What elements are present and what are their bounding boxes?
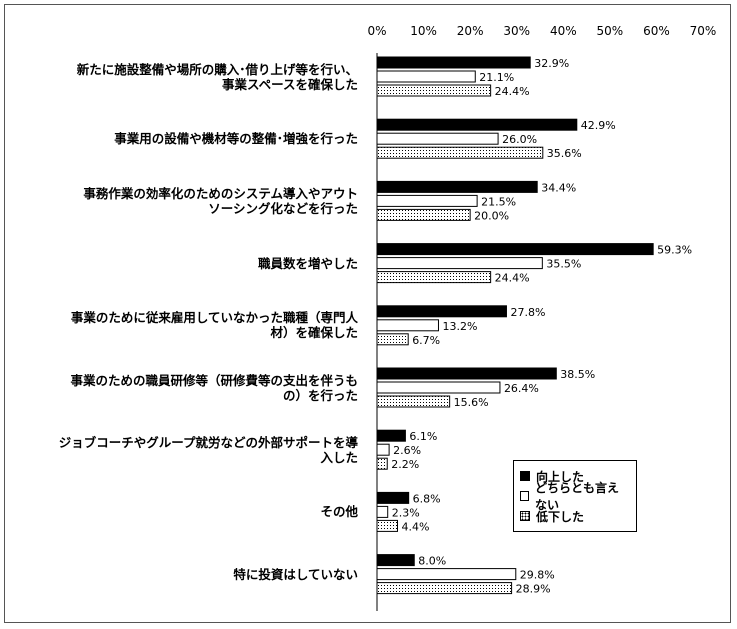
- category-label-line: 入した: [320, 449, 358, 465]
- x-tick-label: 0%: [367, 24, 386, 38]
- data-label: 6.1%: [409, 430, 437, 443]
- category-label-line: 事業スペースを確保した: [221, 76, 358, 92]
- legend: 向上した どちらとも言えない 低下した: [513, 460, 637, 532]
- bar-neutral: [376, 194, 478, 207]
- legend-item-declined: 低下した: [520, 506, 630, 526]
- category-label-line: 事業のために従来雇用していなかった職種（専門人: [70, 310, 358, 326]
- legend-swatch-black: [520, 471, 530, 481]
- data-label: 8.0%: [418, 555, 446, 568]
- data-label: 28.9%: [516, 583, 551, 596]
- legend-swatch-dotted: [520, 511, 530, 521]
- category-label-line: ジョブコーチやグループ就労などの外部サポートを導: [58, 434, 358, 450]
- data-label: 26.0%: [502, 133, 537, 146]
- x-tick-label: 70%: [690, 24, 717, 38]
- category-label-line: 事務作業の効率化のためのシステム導入やアウト: [83, 185, 358, 201]
- bar-improved: [376, 243, 654, 256]
- data-label: 59.3%: [657, 244, 692, 257]
- category-label-line: 職員数を増やした: [257, 255, 358, 271]
- category-label-line: 特に投資はしていない: [233, 566, 358, 582]
- data-label: 27.8%: [510, 306, 545, 319]
- x-tick-label: 30%: [503, 24, 530, 38]
- category-label: 事業用の設備や機材等の整備･増強を行った: [28, 131, 358, 146]
- x-tick-label: 20%: [457, 24, 484, 38]
- data-label: 13.2%: [442, 320, 477, 333]
- data-label: 34.4%: [541, 181, 576, 194]
- bar-neutral: [376, 505, 389, 518]
- category-label-line: 事業のための職員研修等（研修費等の支出を伴うも: [70, 372, 358, 388]
- data-label: 2.6%: [393, 444, 421, 457]
- bar-neutral: [376, 568, 517, 581]
- data-label: 32.9%: [534, 57, 569, 70]
- legend-label: 向上した: [536, 469, 585, 484]
- category-label-line: 材）を確保した: [270, 325, 358, 341]
- bar-neutral: [376, 70, 476, 83]
- bar-declined: [376, 395, 451, 408]
- data-label: 26.4%: [504, 382, 539, 395]
- category-label: 職員数を増やした: [28, 256, 358, 271]
- data-label: 35.5%: [546, 258, 581, 271]
- legend-item-neutral: どちらとも言えない: [520, 481, 630, 512]
- category-label-line: 新たに施設整備や場所の購入･借り上げ等を行い、: [76, 61, 358, 77]
- legend-swatch-white: [520, 491, 530, 501]
- bar-improved: [376, 367, 557, 380]
- bar-improved: [376, 118, 578, 131]
- data-label: 24.4%: [495, 272, 530, 285]
- bar-declined: [376, 519, 398, 532]
- data-label: 35.6%: [547, 147, 582, 160]
- category-label: その他: [28, 504, 358, 519]
- bar-declined: [376, 146, 544, 159]
- category-label-line: その他: [320, 504, 358, 520]
- bar-improved: [376, 554, 415, 567]
- data-label: 2.3%: [392, 506, 420, 519]
- legend-item-improved: 向上した: [520, 466, 630, 486]
- legend-label: どちらとも言えない: [535, 481, 620, 512]
- bar-declined: [376, 457, 388, 470]
- category-label: 事務作業の効率化のためのシステム導入やアウト ソーシング化などを行った: [28, 186, 358, 216]
- category-label: 新たに施設整備や場所の購入･借り上げ等を行い、 事業スペースを確保した: [28, 62, 358, 92]
- x-tick-label: 40%: [550, 24, 577, 38]
- bar-improved: [376, 56, 531, 69]
- bar-declined: [376, 84, 492, 97]
- data-label: 4.4%: [401, 520, 429, 533]
- data-label: 29.8%: [520, 569, 555, 582]
- bar-improved: [376, 429, 406, 442]
- data-label: 38.5%: [560, 368, 595, 381]
- bar-declined: [376, 208, 471, 221]
- bar-neutral: [376, 257, 543, 270]
- data-label: 6.8%: [413, 492, 441, 505]
- category-label: 事業のための職員研修等（研修費等の支出を伴うも の）を行った: [28, 373, 358, 403]
- category-label: ジョブコーチやグループ就労などの外部サポートを導 入した: [28, 435, 358, 465]
- legend-label: 低下した: [536, 509, 585, 524]
- bar-improved: [376, 305, 507, 318]
- category-label-line: 事業用の設備や機材等の整備･増強を行った: [114, 131, 358, 147]
- bar-declined: [376, 333, 409, 346]
- bar-neutral: [376, 381, 501, 394]
- category-label-line: の）を行った: [282, 387, 358, 403]
- x-tick-label: 50%: [597, 24, 624, 38]
- x-tick-label: 60%: [643, 24, 670, 38]
- data-label: 21.5%: [481, 195, 516, 208]
- bar-declined: [376, 582, 513, 595]
- bar-neutral: [376, 319, 439, 332]
- data-label: 42.9%: [581, 119, 616, 132]
- category-label-line: ソーシング化などを行った: [208, 200, 358, 216]
- data-label: 2.2%: [391, 458, 419, 471]
- data-label: 15.6%: [454, 396, 489, 409]
- category-label: 特に投資はしていない: [28, 567, 358, 582]
- category-label: 事業のために従来雇用していなかった職種（専門人 材）を確保した: [28, 310, 358, 340]
- x-tick-label: 10%: [410, 24, 437, 38]
- data-label: 6.7%: [412, 334, 440, 347]
- bar-improved: [376, 491, 410, 504]
- bar-neutral: [376, 132, 499, 145]
- bar-chart: 0% 10% 20% 30% 40% 50% 60% 70% 32.9%21.1%24.4%4…: [367, 24, 717, 611]
- data-label: 21.1%: [479, 71, 514, 84]
- data-label: 20.0%: [474, 209, 509, 222]
- bar-declined: [376, 271, 492, 284]
- bar-improved: [376, 180, 538, 193]
- chart-frame: 0% 10% 20% 30% 40% 50% 60% 70% 32.9% 21.1% 24.4% 4…: [4, 4, 731, 623]
- data-label: 24.4%: [495, 85, 530, 98]
- bar-neutral: [376, 443, 390, 456]
